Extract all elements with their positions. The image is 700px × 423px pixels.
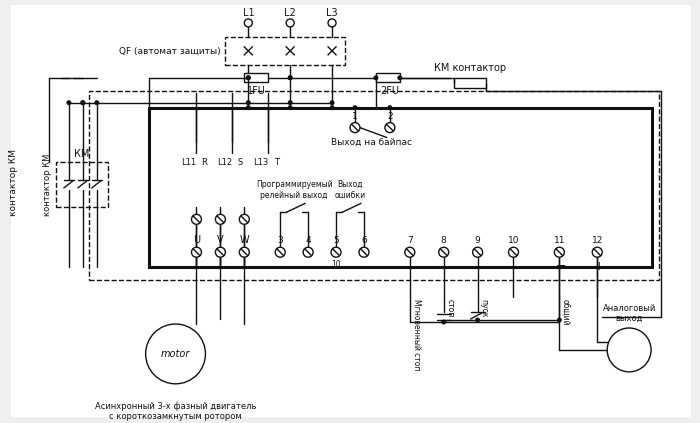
Circle shape (350, 123, 360, 132)
Circle shape (330, 100, 335, 105)
Circle shape (288, 75, 293, 80)
Text: L1: L1 (242, 8, 254, 18)
Text: 5: 5 (333, 236, 339, 245)
Text: контактор КМ: контактор КМ (8, 149, 18, 216)
Text: 2: 2 (387, 112, 393, 121)
Text: с короткозамкнутым ротором: с короткозамкнутым ротором (109, 412, 242, 421)
Circle shape (554, 247, 564, 257)
Circle shape (398, 75, 402, 80)
Text: 11: 11 (554, 236, 565, 245)
Text: пуск: пуск (480, 299, 489, 318)
Circle shape (353, 105, 358, 110)
Text: 2FU: 2FU (380, 86, 400, 96)
Circle shape (244, 19, 252, 27)
Circle shape (146, 324, 205, 384)
Text: Программируемый
релейный выход: Программируемый релейный выход (256, 180, 332, 201)
Circle shape (94, 100, 99, 105)
Circle shape (216, 214, 225, 224)
Circle shape (288, 100, 293, 105)
Circle shape (303, 247, 313, 257)
Circle shape (246, 75, 251, 80)
Text: L2: L2 (284, 8, 296, 18)
Circle shape (473, 247, 482, 257)
Text: T: T (274, 157, 279, 167)
Text: motor: motor (161, 349, 190, 359)
Bar (56, 162, 108, 207)
Text: +: + (594, 260, 605, 273)
Bar (148, 108, 652, 267)
Circle shape (373, 75, 379, 80)
Text: U: U (193, 235, 200, 245)
Circle shape (328, 19, 336, 27)
Text: КМ контактор: КМ контактор (433, 63, 505, 73)
Text: Асинхронный 3-х фазный двигатель: Асинхронный 3-х фазный двигатель (95, 402, 256, 411)
Circle shape (239, 214, 249, 224)
Text: КМ: КМ (74, 148, 90, 159)
Text: R: R (202, 157, 207, 167)
Circle shape (80, 100, 85, 105)
Text: L11: L11 (181, 157, 196, 167)
Circle shape (607, 328, 651, 372)
Circle shape (330, 105, 335, 110)
Bar (89, 91, 659, 280)
Circle shape (331, 247, 341, 257)
Text: 7: 7 (407, 236, 413, 245)
Circle shape (192, 214, 202, 224)
Text: Мгновенный стоп: Мгновенный стоп (412, 299, 421, 371)
Circle shape (387, 105, 393, 110)
Text: S: S (238, 157, 243, 167)
Text: Выход на байпас: Выход на байпас (331, 137, 412, 147)
Circle shape (508, 247, 519, 257)
Bar (244, 73, 268, 82)
Circle shape (216, 247, 225, 257)
Text: 12: 12 (592, 236, 603, 245)
Text: 6: 6 (361, 236, 367, 245)
Circle shape (441, 319, 446, 324)
Text: QF (автомат защиты): QF (автомат защиты) (119, 47, 220, 55)
Text: V: V (217, 235, 224, 245)
Circle shape (192, 247, 202, 257)
Text: 4: 4 (305, 236, 311, 245)
Circle shape (246, 100, 251, 105)
Circle shape (439, 247, 449, 257)
Circle shape (80, 100, 85, 105)
Text: L13: L13 (253, 157, 268, 167)
Circle shape (66, 100, 71, 105)
Text: −: − (556, 260, 566, 273)
Circle shape (359, 247, 369, 257)
Text: контактор КМ: контактор КМ (43, 154, 52, 216)
Circle shape (592, 247, 602, 257)
Text: общий: общий (561, 299, 570, 326)
Text: 3: 3 (277, 236, 283, 245)
Text: 10: 10 (508, 236, 519, 245)
Text: Аналоговый
выход: Аналоговый выход (603, 304, 656, 323)
Text: 10: 10 (331, 260, 341, 269)
Text: 1FU: 1FU (247, 86, 266, 96)
Text: 9: 9 (475, 236, 480, 245)
Circle shape (246, 105, 251, 110)
Circle shape (246, 75, 251, 80)
Circle shape (286, 19, 294, 27)
Circle shape (385, 123, 395, 132)
Text: L12: L12 (217, 157, 232, 167)
Text: стоп: стоп (446, 299, 455, 317)
Bar (376, 73, 400, 82)
Text: W: W (239, 235, 249, 245)
Text: 1: 1 (352, 112, 358, 121)
Bar (454, 78, 486, 88)
Circle shape (288, 105, 293, 110)
Circle shape (275, 247, 285, 257)
Text: L3: L3 (326, 8, 338, 18)
Text: Выход
ошибки: Выход ошибки (335, 180, 365, 201)
Circle shape (288, 75, 293, 80)
Text: 8: 8 (441, 236, 447, 245)
Circle shape (405, 247, 415, 257)
Bar (225, 37, 345, 65)
Circle shape (475, 318, 480, 322)
Circle shape (557, 318, 562, 322)
Circle shape (239, 247, 249, 257)
